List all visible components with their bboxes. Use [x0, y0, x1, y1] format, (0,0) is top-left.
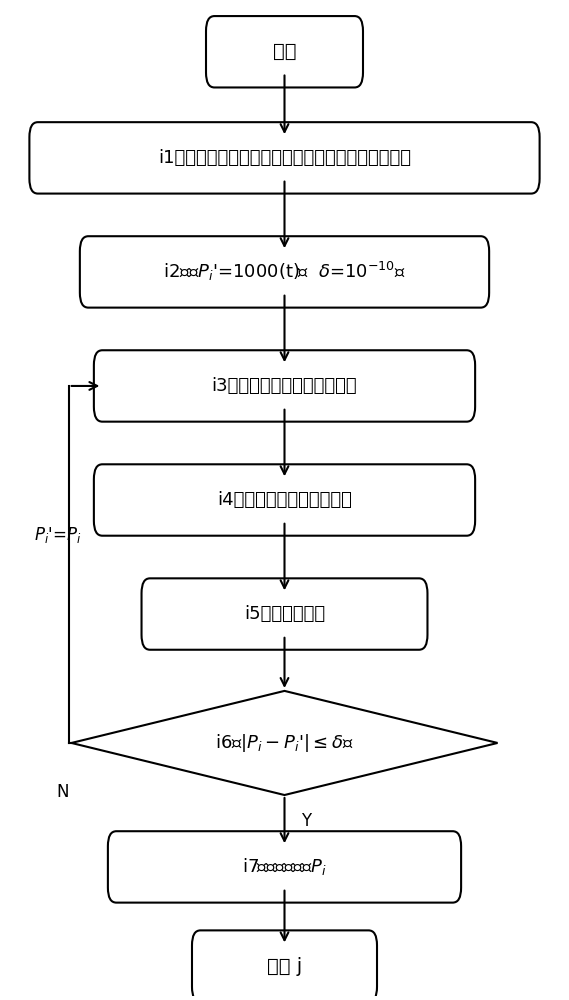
- FancyBboxPatch shape: [108, 831, 461, 903]
- FancyBboxPatch shape: [142, 578, 427, 650]
- Text: i3）计算工作辊弹性压扁半径: i3）计算工作辊弹性压扁半径: [212, 377, 357, 395]
- FancyBboxPatch shape: [94, 464, 475, 536]
- Polygon shape: [72, 691, 497, 795]
- FancyBboxPatch shape: [94, 350, 475, 422]
- Text: Y: Y: [302, 812, 311, 830]
- FancyBboxPatch shape: [30, 122, 539, 194]
- Text: i1）定义初始轧制力、轧制力控制精度和精确轧制力: i1）定义初始轧制力、轧制力控制精度和精确轧制力: [158, 149, 411, 167]
- Text: i2）令$P_i$'=1000(t)，  $\delta$=10$^{-10}$；: i2）令$P_i$'=1000(t)， $\delta$=10$^{-10}$；: [163, 260, 406, 283]
- Text: i6）$|P_i-P_i$'$|\leq\delta$？: i6）$|P_i-P_i$'$|\leq\delta$？: [215, 732, 354, 754]
- Text: N: N: [57, 783, 69, 801]
- FancyBboxPatch shape: [206, 16, 363, 87]
- FancyBboxPatch shape: [192, 930, 377, 1000]
- FancyBboxPatch shape: [80, 236, 489, 308]
- Text: $P_i$'=$P_i$: $P_i$'=$P_i$: [34, 525, 81, 545]
- Text: i7）输出轧制力$P_i$: i7）输出轧制力$P_i$: [242, 856, 327, 877]
- Text: i5）计算轧制力: i5）计算轧制力: [244, 605, 325, 623]
- Text: i4）计算外摩擦力影响系数: i4）计算外摩擦力影响系数: [217, 491, 352, 509]
- Text: 开始: 开始: [273, 42, 296, 61]
- Text: 步骤 j: 步骤 j: [267, 957, 302, 976]
